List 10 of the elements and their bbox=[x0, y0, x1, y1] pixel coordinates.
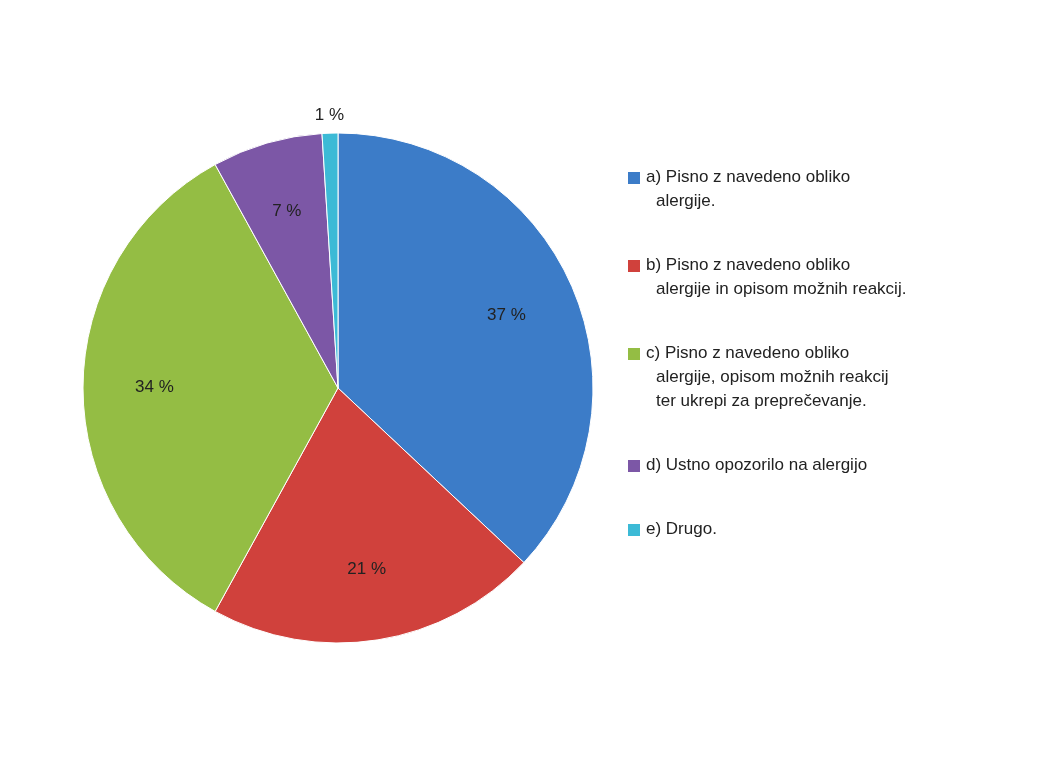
data-label: 1 % bbox=[314, 104, 345, 124]
legend-label: d) Ustno opozorilo na alergijo bbox=[646, 455, 868, 475]
data-label: 37 % bbox=[487, 304, 526, 324]
legend-label: c) Pisno z navedeno obliko alergije, opisom možnih reakcij ter ukrepi za preprečevanje. bbox=[646, 343, 889, 411]
legend-label: e) Drugo. bbox=[646, 519, 717, 539]
legend-label: b) Pisno z navedeno obliko alergije in opisom možnih reakcij. bbox=[646, 255, 907, 299]
data-label: 34 % bbox=[135, 377, 174, 397]
legend-label: a) Pisno z navedeno obliko alergije. bbox=[646, 167, 851, 211]
data-label: 7 % bbox=[272, 201, 302, 221]
data-label: 21 % bbox=[347, 558, 387, 578]
